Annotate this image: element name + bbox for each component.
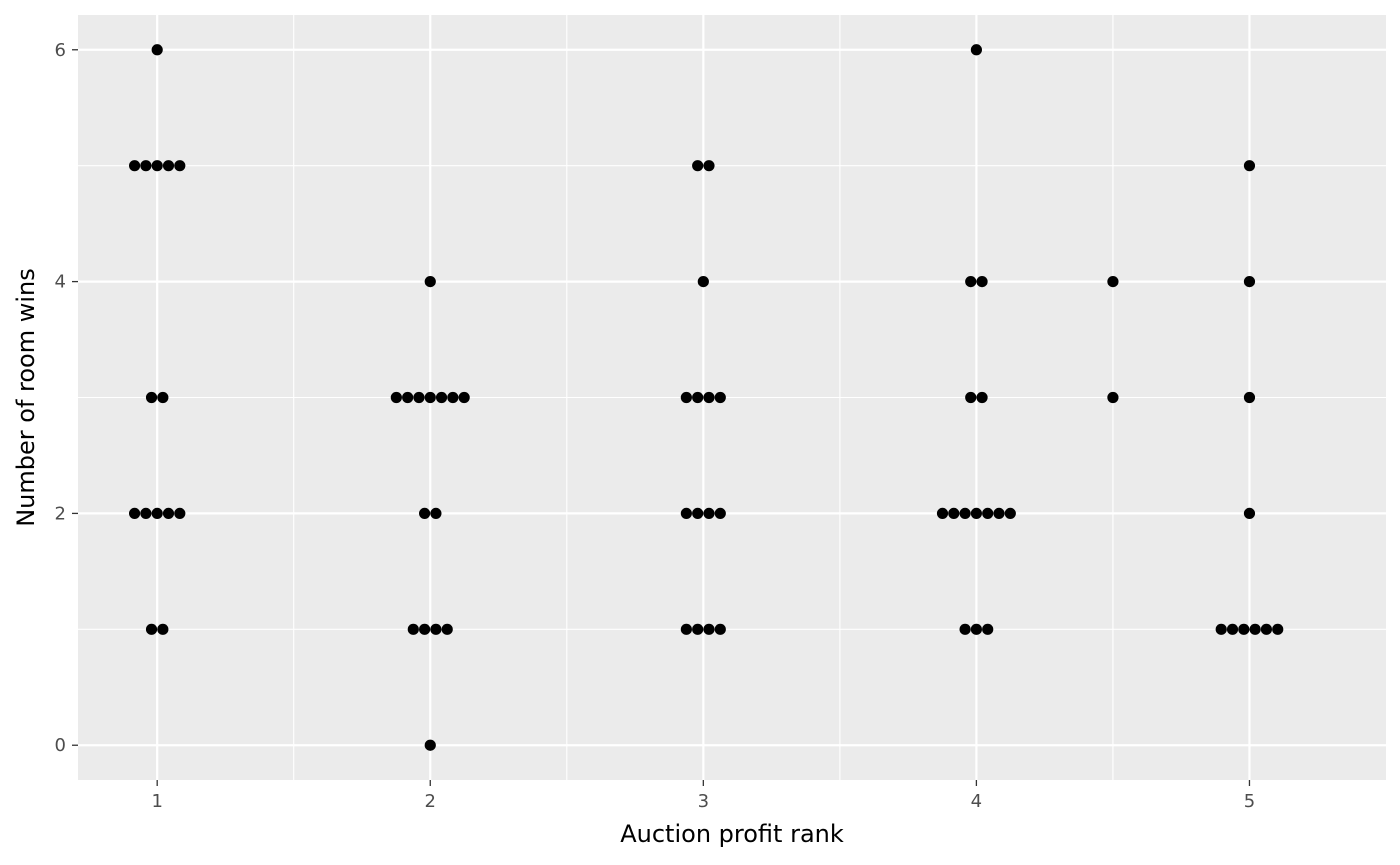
data-point (680, 391, 692, 404)
data-point (157, 623, 169, 635)
data-point (697, 275, 709, 288)
x-tick-label: 4 (971, 791, 982, 812)
y-tick-label: 0 (55, 735, 66, 756)
data-point (692, 391, 704, 404)
data-point (419, 623, 431, 635)
data-point (413, 391, 425, 404)
data-points (128, 44, 1284, 751)
data-point (390, 391, 402, 404)
minor-gridlines (78, 15, 1386, 780)
major-gridlines (78, 15, 1386, 780)
data-point (959, 507, 971, 520)
y-tick-label: 2 (55, 503, 66, 524)
data-point (402, 391, 414, 404)
data-point (145, 623, 158, 635)
x-axis-title: Auction profit rank (620, 820, 844, 848)
data-point (1272, 623, 1284, 635)
data-point (458, 391, 470, 404)
y-tick-label: 6 (55, 40, 66, 61)
data-point (128, 507, 141, 520)
data-point (970, 44, 982, 56)
data-point (151, 160, 163, 172)
data-point (424, 391, 436, 404)
data-point (441, 623, 453, 635)
data-point (424, 275, 436, 288)
data-point (1238, 623, 1250, 635)
data-point (703, 391, 715, 404)
data-point (407, 623, 419, 635)
data-point (151, 44, 163, 56)
data-point (430, 507, 442, 520)
y-axis-title: Number of room wins (12, 268, 40, 527)
data-point (948, 507, 960, 520)
y-tick-label: 4 (55, 272, 66, 293)
data-point (140, 507, 152, 520)
data-point (714, 623, 726, 635)
data-point (447, 391, 459, 404)
data-point (1243, 160, 1256, 172)
data-point (1107, 391, 1119, 404)
data-point (419, 507, 431, 520)
data-point (982, 623, 994, 635)
data-point (1260, 623, 1273, 635)
data-point (145, 391, 158, 404)
data-point (703, 623, 715, 635)
x-axis: 1 2 3 4 5 (151, 780, 1255, 812)
data-point (714, 507, 726, 520)
x-tick-label: 1 (151, 791, 162, 812)
data-point (1243, 391, 1256, 404)
data-point (970, 507, 982, 520)
data-point (703, 160, 715, 172)
data-point (174, 507, 186, 520)
data-point (162, 507, 175, 520)
data-point (128, 160, 141, 172)
data-point (936, 507, 949, 520)
data-point (692, 507, 704, 520)
data-point (965, 391, 977, 404)
x-tick-label: 5 (1244, 791, 1255, 812)
data-point (965, 275, 977, 288)
data-point (692, 623, 704, 635)
data-point (430, 623, 442, 635)
data-point (174, 160, 186, 172)
data-point (982, 507, 994, 520)
data-point (1215, 623, 1227, 635)
data-point (714, 391, 726, 404)
data-point (1004, 507, 1016, 520)
data-point (976, 391, 988, 404)
data-point (976, 275, 988, 288)
data-point (970, 623, 982, 635)
data-point (435, 391, 448, 404)
data-point (140, 160, 152, 172)
data-point (162, 160, 175, 172)
data-point (692, 160, 704, 172)
data-point (151, 507, 163, 520)
data-point (1226, 623, 1239, 635)
data-point (680, 623, 692, 635)
data-point (1243, 275, 1256, 288)
data-point (703, 507, 715, 520)
y-axis: 0 2 4 6 (55, 40, 78, 756)
data-point (1249, 623, 1261, 635)
x-tick-label: 3 (698, 791, 709, 812)
data-point (680, 507, 692, 520)
data-point (959, 623, 971, 635)
data-point (1107, 275, 1119, 288)
data-point (1243, 507, 1256, 520)
data-point (157, 391, 169, 404)
data-point (993, 507, 1005, 520)
x-tick-label: 2 (425, 791, 436, 812)
data-point (424, 739, 436, 751)
